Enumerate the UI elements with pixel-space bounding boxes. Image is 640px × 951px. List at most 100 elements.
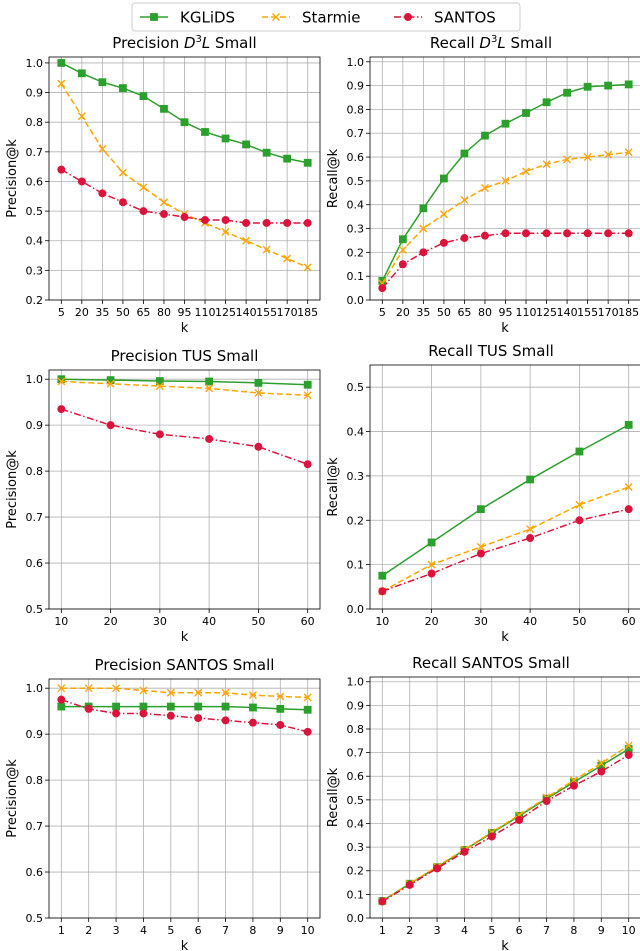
chart-panel-3: 10 20 30 40 50 60 0.5 0.6 0.7 0.8 0.9 1.0 k Precision… <box>5 347 321 645</box>
legend-marker <box>272 13 280 21</box>
plot-frame <box>48 369 321 610</box>
data-point-kglids <box>283 154 292 163</box>
y-tick-label: 1.0 <box>347 676 365 689</box>
x-tick-label: 140 <box>236 306 257 319</box>
data-point-santos <box>515 815 524 824</box>
data-point-kglids <box>583 82 592 91</box>
legend-marker <box>403 12 412 21</box>
data-point-kglids <box>398 235 407 244</box>
y-tick-label: 0.0 <box>347 912 365 925</box>
series-line-santos <box>381 754 630 903</box>
y-tick-label: 0.4 <box>347 426 365 439</box>
data-point-starmie <box>522 167 531 176</box>
data-point-starmie <box>139 686 148 695</box>
legend-frame <box>131 2 521 32</box>
y-tick-label: 0.6 <box>347 770 365 783</box>
data-point-kglids <box>575 447 584 456</box>
y-axis-label: Precision@k <box>5 139 20 218</box>
x-axis-label: k <box>181 321 189 336</box>
data-point-starmie <box>604 150 613 159</box>
x-tick-label: 65 <box>457 306 471 319</box>
data-point-starmie <box>597 759 606 768</box>
x-tick-label: 2 <box>406 924 413 937</box>
data-point-santos <box>542 229 551 238</box>
y-axis-label: Precision@k <box>5 450 20 529</box>
x-tick-label: 170 <box>598 306 619 319</box>
title-math: D <box>184 34 196 52</box>
x-tick-label: 80 <box>478 306 492 319</box>
x-tick-label: 50 <box>572 615 586 628</box>
chart-panel-4: 10 20 30 40 50 60 0.0 0.1 0.2 0.3 0.4 0.5 k Recall@k R… <box>326 342 640 645</box>
x-tick-label: 185 <box>618 306 639 319</box>
data-point-santos <box>624 229 633 238</box>
chart-title: Recall SANTOS Small <box>412 654 570 672</box>
y-tick-label: 0.6 <box>26 866 44 879</box>
data-point-kglids <box>57 59 66 67</box>
y-axis-label: Recall@k <box>326 457 341 517</box>
data-point-starmie <box>283 254 292 263</box>
data-point-kglids <box>119 84 127 93</box>
x-tick-label: 20 <box>75 306 89 319</box>
x-tick-label: 7 <box>222 924 229 937</box>
data-point-kglids <box>242 140 250 149</box>
x-tick-label: 6 <box>195 924 202 937</box>
data-point-santos <box>501 229 510 238</box>
x-tick-label: 5 <box>58 306 65 319</box>
data-point-kglids <box>139 702 148 711</box>
data-point-starmie <box>254 388 263 397</box>
y-tick-label: 0.9 <box>26 728 44 741</box>
data-point-kglids <box>378 571 387 580</box>
x-tick-label: 95 <box>178 306 192 319</box>
data-point-kglids <box>160 104 168 113</box>
y-tick-label: 0.5 <box>26 603 44 616</box>
chart-title: Recall D3L Small <box>430 34 552 52</box>
data-point-kglids <box>201 128 209 136</box>
data-point-santos <box>201 215 210 224</box>
data-point-starmie <box>427 560 436 569</box>
data-point-kglids <box>98 78 107 87</box>
data-point-starmie <box>460 195 469 204</box>
series-santos <box>57 695 312 736</box>
data-point-santos <box>242 218 251 227</box>
y-tick-label: 1.0 <box>347 56 365 69</box>
data-point-santos <box>522 229 531 238</box>
title-math: D <box>479 34 491 52</box>
legend-label: SANTOS <box>434 9 496 27</box>
series-kglids <box>378 80 633 285</box>
chart-panel-2: 5 20 35 50 65 80 95 110 125 140 155 170 185 0.0 0.1 0.2… <box>326 34 640 336</box>
x-tick-label: 155 <box>577 306 598 319</box>
data-point-kglids <box>249 703 257 712</box>
data-point-santos <box>254 442 263 451</box>
data-point-santos <box>84 704 93 713</box>
title-superscript: 3 <box>196 34 202 45</box>
data-point-kglids <box>501 119 510 128</box>
y-axis-label: Precision@k <box>5 759 20 838</box>
data-point-kglids <box>526 475 535 484</box>
data-point-starmie <box>57 684 66 693</box>
y-tick-label: 0.9 <box>26 419 44 432</box>
data-point-santos <box>303 727 312 736</box>
chart-panels: 5 20 35 50 65 80 95 110 125 140 155 170 1850.20.30.4… <box>5 34 640 951</box>
data-point-santos <box>480 231 489 240</box>
series-line-starmie <box>61 380 308 397</box>
series-kglids <box>378 420 633 580</box>
x-tick-label: 30 <box>153 615 167 628</box>
x-tick-label: 4 <box>461 924 468 937</box>
title-text: Recall SANTOS Small <box>412 654 570 672</box>
data-point-kglids <box>542 98 551 107</box>
data-point-santos <box>460 234 469 243</box>
y-tick-label: 0.3 <box>26 264 44 277</box>
data-point-kglids <box>427 538 436 547</box>
y-tick-label: 0.9 <box>347 699 365 712</box>
data-point-santos <box>624 750 633 759</box>
data-point-santos <box>180 213 189 222</box>
y-tick-label: 0.4 <box>26 235 44 248</box>
x-tick-label: 9 <box>277 924 284 937</box>
data-point-kglids <box>57 702 66 711</box>
x-tick-label: 1 <box>379 924 386 937</box>
chart-title: Recall TUS Small <box>428 342 554 360</box>
data-point-kglids <box>440 174 448 183</box>
y-tick-label: 1.0 <box>26 373 44 386</box>
data-point-santos <box>398 260 407 269</box>
series-line-starmie <box>381 744 630 902</box>
